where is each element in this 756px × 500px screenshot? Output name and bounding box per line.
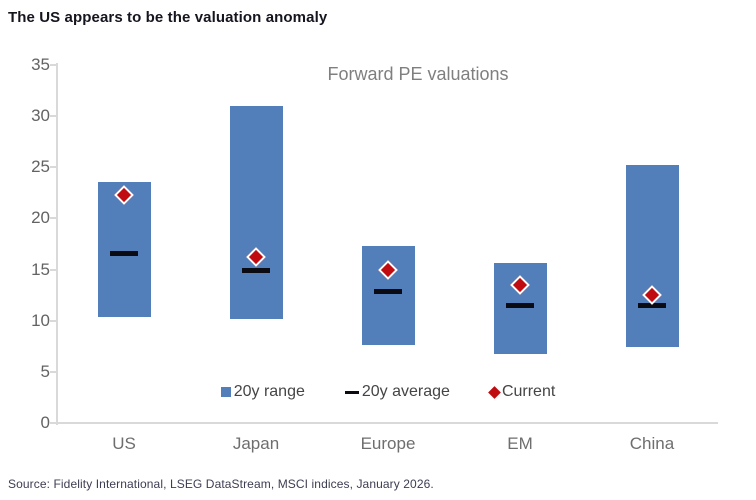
y-axis-tick-label: 15	[31, 259, 50, 279]
y-axis-tick-label: 35	[31, 55, 50, 74]
y-axis-tick-label: 20	[31, 208, 50, 228]
chart-title: Forward PE valuations	[327, 64, 509, 84]
y-axis-tick	[50, 115, 56, 118]
y-axis-tick	[50, 217, 56, 220]
y-axis-line	[56, 63, 58, 425]
range-bar-china	[625, 165, 679, 348]
y-axis-tick	[50, 370, 56, 373]
source-note: Source: Fidelity International, LSEG Dat…	[8, 477, 434, 491]
average-dash-europe	[374, 288, 402, 294]
legend-label-current: Current	[501, 383, 556, 400]
y-axis-tick	[50, 319, 56, 322]
x-axis-line	[56, 422, 718, 424]
legend-label-20y-average: 20y average	[361, 383, 450, 400]
y-axis-tick	[50, 166, 56, 169]
average-dash-china	[638, 302, 666, 308]
x-axis-label-us: US	[112, 434, 136, 453]
x-axis-label-europe: Europe	[360, 434, 416, 453]
average-dash-em	[506, 302, 534, 308]
x-axis-label-china: China	[629, 434, 675, 453]
y-axis-tick-label: 30	[31, 106, 50, 126]
range-bar-japan	[229, 105, 283, 319]
legend-label-20y-range: 20y range	[233, 383, 305, 400]
range-swatch-icon	[220, 387, 231, 397]
x-axis-label-japan: Japan	[232, 434, 280, 453]
legend-item-20y-range: 20y range	[220, 383, 305, 401]
y-axis-tick	[50, 422, 56, 424]
y-axis-tick	[50, 64, 56, 66]
y-axis-tick-label: 10	[31, 310, 50, 330]
y-axis-tick-label: 25	[31, 157, 50, 177]
y-axis-tick	[50, 268, 56, 271]
y-axis-tick-label: 0	[40, 413, 50, 432]
average-dash-icon	[344, 390, 359, 394]
chart-legend: 20y range 20y average Current	[58, 381, 718, 403]
page-title: The US appears to be the valuation anoma…	[8, 9, 328, 26]
current-diamond-icon	[488, 385, 501, 399]
average-dash-us	[110, 250, 138, 256]
legend-item-current: Current	[488, 383, 556, 401]
legend-item-20y-average: 20y average	[344, 383, 450, 401]
average-dash-japan	[242, 268, 270, 274]
x-axis-label-em: EM	[507, 434, 533, 453]
y-axis-tick-label: 5	[40, 361, 50, 381]
